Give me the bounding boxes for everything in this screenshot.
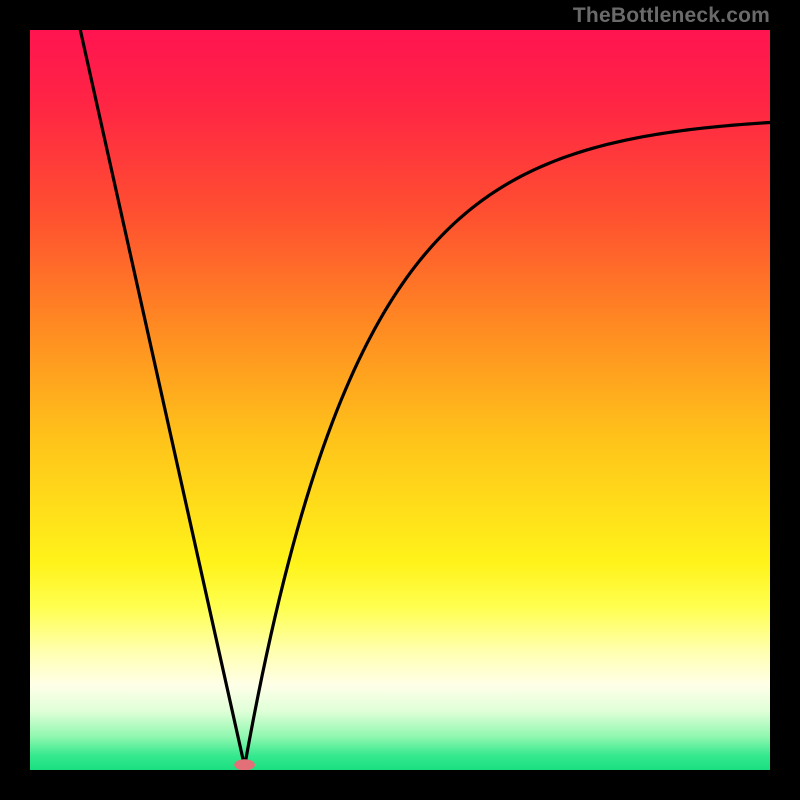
plot-area xyxy=(30,30,770,770)
gradient-background xyxy=(30,30,770,770)
minimum-marker xyxy=(234,759,255,770)
chart-svg xyxy=(30,30,770,770)
chart-frame: TheBottleneck.com xyxy=(0,0,800,800)
watermark-text: TheBottleneck.com xyxy=(573,4,770,28)
